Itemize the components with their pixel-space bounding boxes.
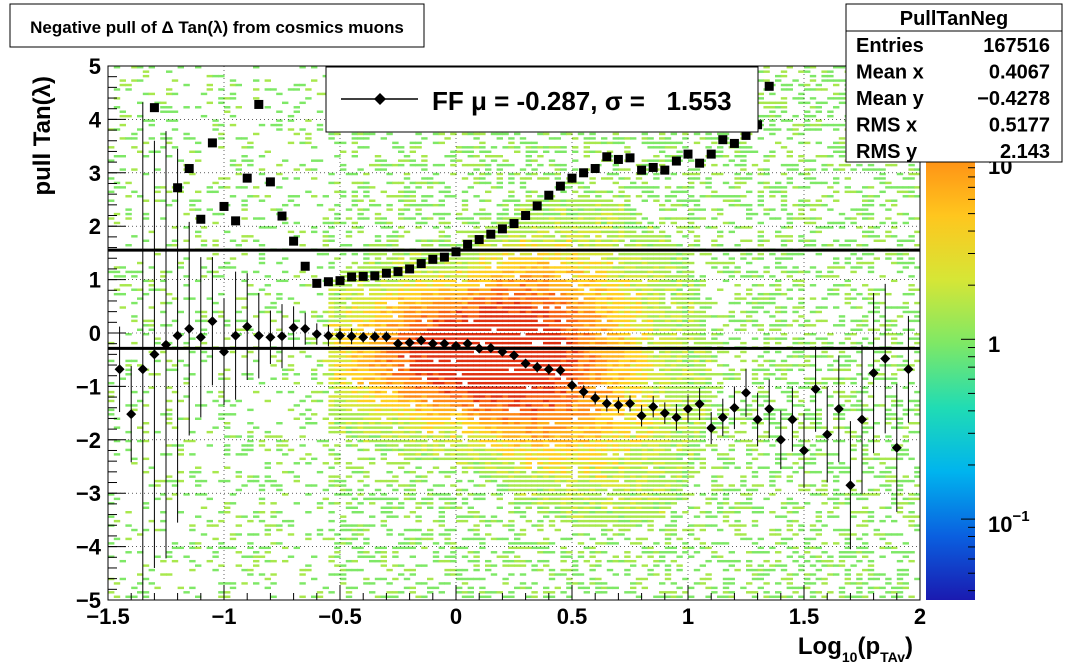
point-sigma bbox=[602, 152, 611, 161]
point-sigma bbox=[254, 100, 263, 109]
y-tick-label: −2 bbox=[76, 428, 101, 453]
point-sigma bbox=[347, 272, 356, 281]
point-sigma bbox=[707, 150, 716, 159]
point-sigma bbox=[359, 272, 368, 281]
stats-value: −0.4278 bbox=[977, 88, 1050, 110]
point-sigma bbox=[695, 159, 704, 168]
point-sigma bbox=[475, 235, 484, 244]
stats-label: Mean y bbox=[856, 88, 925, 110]
point-sigma bbox=[440, 253, 449, 262]
y-tick-label: −5 bbox=[76, 588, 101, 613]
point-sigma bbox=[370, 271, 379, 280]
x-tick-label: 1 bbox=[682, 604, 694, 629]
point-sigma bbox=[312, 279, 321, 288]
colorbar-label-1: 1 bbox=[988, 332, 1000, 357]
point-sigma bbox=[718, 135, 727, 144]
point-sigma bbox=[394, 267, 403, 276]
point-sigma bbox=[649, 163, 658, 172]
x-tick-label: 1.5 bbox=[789, 604, 820, 629]
point-sigma bbox=[486, 230, 495, 239]
point-sigma bbox=[278, 212, 287, 221]
point-sigma bbox=[231, 216, 240, 225]
x-tick-label: 2 bbox=[914, 604, 926, 629]
stats-value: 0.4067 bbox=[989, 62, 1050, 84]
point-sigma bbox=[556, 182, 565, 191]
point-sigma bbox=[266, 177, 275, 186]
point-sigma bbox=[660, 166, 669, 175]
point-sigma bbox=[579, 168, 588, 177]
y-tick-label: −1 bbox=[76, 374, 101, 399]
y-tick-label: 4 bbox=[89, 107, 102, 132]
x-tick-label: 0.5 bbox=[557, 604, 588, 629]
point-sigma bbox=[498, 224, 507, 233]
x-axis-label: Log10(pTAv) bbox=[798, 633, 913, 665]
x-tick-label: −0.5 bbox=[318, 604, 361, 629]
colorbar-label-0p1: 10−1 bbox=[988, 508, 1030, 537]
point-sigma bbox=[730, 139, 739, 148]
point-sigma bbox=[452, 247, 461, 256]
y-axis-label: pull Tan(λ) bbox=[29, 76, 56, 196]
point-sigma bbox=[289, 237, 298, 246]
point-sigma bbox=[196, 215, 205, 224]
stats-label: RMS x bbox=[856, 115, 917, 137]
stats-value: 0.5177 bbox=[989, 115, 1050, 137]
y-tick-label: −3 bbox=[76, 481, 101, 506]
stats-title: PullTanNeg bbox=[900, 8, 1009, 30]
point-sigma bbox=[220, 202, 229, 211]
stats-label: Entries bbox=[856, 35, 924, 57]
point-sigma bbox=[185, 164, 194, 173]
y-tick-label: 2 bbox=[89, 214, 101, 239]
y-tick-label: 1 bbox=[89, 268, 101, 293]
point-sigma bbox=[544, 191, 553, 200]
point-sigma bbox=[428, 255, 437, 264]
point-sigma bbox=[243, 174, 252, 183]
point-sigma bbox=[684, 150, 693, 159]
point-sigma bbox=[405, 264, 414, 273]
point-sigma bbox=[382, 269, 391, 278]
y-tick-label: 5 bbox=[89, 54, 101, 79]
point-sigma bbox=[765, 82, 774, 91]
point-sigma bbox=[591, 164, 600, 173]
y-tick-label: 0 bbox=[89, 321, 101, 346]
point-sigma bbox=[637, 166, 646, 175]
point-sigma bbox=[533, 201, 542, 210]
point-sigma bbox=[672, 157, 681, 166]
stats-label: RMS y bbox=[856, 141, 918, 163]
point-sigma bbox=[301, 262, 310, 271]
point-sigma bbox=[336, 276, 345, 285]
point-sigma bbox=[463, 240, 472, 249]
chart-title: Negative pull of Δ Tan(λ) from cosmics m… bbox=[30, 18, 404, 37]
y-tick-label: 3 bbox=[89, 161, 101, 186]
x-tick-label: −1 bbox=[211, 604, 236, 629]
stats-label: Mean x bbox=[856, 62, 924, 84]
point-sigma bbox=[324, 277, 333, 286]
x-tick-label: 0 bbox=[450, 604, 462, 629]
legend-label: FF μ = -0.287, σ = 1.553 bbox=[432, 86, 732, 116]
point-sigma bbox=[417, 259, 426, 268]
stats-value: 2.143 bbox=[1000, 141, 1050, 163]
y-tick-label: −4 bbox=[76, 535, 102, 560]
point-sigma bbox=[568, 174, 577, 183]
point-sigma bbox=[614, 155, 623, 164]
point-sigma bbox=[208, 138, 217, 147]
point-sigma bbox=[510, 219, 519, 228]
point-sigma bbox=[626, 153, 635, 162]
point-sigma bbox=[521, 211, 530, 220]
stats-value: 167516 bbox=[983, 35, 1050, 57]
point-sigma bbox=[150, 103, 159, 112]
point-sigma bbox=[173, 183, 182, 192]
